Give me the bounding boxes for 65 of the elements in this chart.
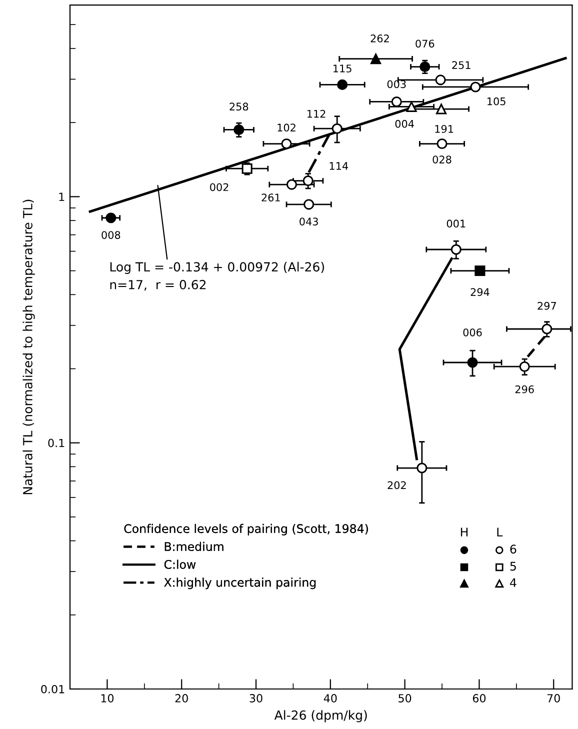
annotation: 043 [300, 218, 318, 226]
point [304, 199, 314, 210]
annotation: 6 [510, 544, 516, 554]
annotation: 191 [435, 124, 454, 133]
x-tick-label: 30 [250, 694, 262, 702]
annotation: 112 [307, 110, 326, 118]
point [519, 361, 530, 372]
y-axis-title: Natural TL (normalized to high temperature TL) [22, 200, 35, 494]
annotation: 003 [387, 80, 406, 88]
annotation: 114 [330, 162, 348, 170]
y-tick-label: 0.1 [48, 438, 64, 448]
point [542, 324, 552, 334]
annotation: Log TL = -0.134 + 0.00972 (Al-26) n=17, r = 0.62 [110, 262, 324, 291]
annotation: 261 [262, 194, 280, 202]
annotation: 001 [446, 220, 466, 228]
annotation: 4 [510, 578, 516, 587]
annotation: H [460, 528, 468, 536]
point [242, 163, 252, 174]
point [474, 265, 486, 276]
annotation: 5 [510, 562, 516, 571]
annotation: 006 [463, 328, 482, 336]
y-tick-label: 0.01 [41, 684, 64, 694]
point [436, 138, 448, 150]
point [337, 79, 348, 90]
annotation: 102 [278, 124, 296, 132]
point [416, 462, 428, 474]
point [391, 96, 402, 108]
legend-label: X:highly uncertain pairing [164, 578, 316, 590]
point [435, 74, 446, 86]
annotation: 251 [452, 61, 470, 70]
legend-label: B:medium [164, 542, 224, 551]
legend-label: C:low [164, 560, 196, 569]
point [470, 82, 481, 92]
annotation: 028 [432, 156, 452, 164]
annotation: 258 [230, 102, 248, 111]
annotation: 296 [515, 385, 534, 394]
legend-title: Confidence levels of pairing (Scott, 1984) [124, 524, 368, 536]
x-tick-label: 60 [472, 694, 486, 702]
point [234, 124, 244, 136]
point [281, 138, 292, 150]
annotation: 105 [488, 97, 506, 106]
x-tick-label: 50 [398, 694, 412, 702]
annotation: 115 [334, 64, 352, 72]
x-tick-label: 40 [324, 694, 337, 702]
point [467, 357, 478, 368]
annotation: 002 [210, 183, 228, 192]
annotation: L [497, 528, 503, 536]
annotation: 008 [102, 231, 120, 239]
y-tick-label: 1 [59, 192, 64, 201]
annotation: 202 [388, 481, 406, 490]
point [332, 123, 342, 134]
point [406, 101, 417, 112]
x-tick-label: 20 [175, 694, 188, 702]
x-axis-title: Al-26 (dpm/kg) [274, 710, 367, 722]
annotation: 294 [470, 288, 490, 296]
point [450, 244, 462, 255]
annotation: 004 [395, 120, 414, 128]
x-tick-label: 10 [101, 694, 114, 702]
point [436, 104, 447, 114]
annotation: 262 [370, 34, 389, 42]
annotation: 297 [538, 302, 556, 310]
annotation: 076 [416, 40, 434, 48]
point [106, 212, 116, 224]
point [370, 54, 382, 64]
x-tick-label: 70 [547, 694, 560, 702]
